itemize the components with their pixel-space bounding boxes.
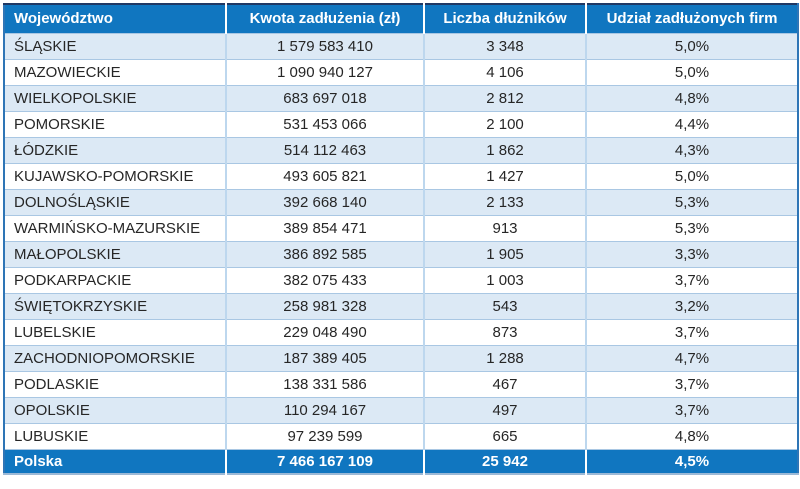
- cell-share: 5,0%: [585, 32, 798, 59]
- table-row: MAŁOPOLSKIE 386 892 585 1 905 3,3%: [4, 240, 798, 267]
- cell-debt: 1 090 940 127: [225, 58, 424, 85]
- column-header-kwota-zadluzenia: Kwota zadłużenia (zł): [225, 4, 424, 33]
- cell-debt: 258 981 328: [225, 292, 424, 319]
- cell-debt: 1 579 583 410: [225, 32, 424, 59]
- table-header: Województwo Kwota zadłużenia (zł) Liczba…: [4, 4, 798, 33]
- cell-share: 3,7%: [585, 370, 798, 397]
- cell-share: 3,7%: [585, 318, 798, 345]
- cell-region: ZACHODNIOPOMORSKIE: [4, 344, 226, 371]
- cell-share: 4,7%: [585, 344, 798, 371]
- table-row: ŚWIĘTOKRZYSKIE 258 981 328 543 3,2%: [4, 292, 798, 319]
- table-row: WIELKOPOLSKIE 683 697 018 2 812 4,8%: [4, 84, 798, 111]
- cell-share: 3,3%: [585, 240, 798, 267]
- cell-share: 4,8%: [585, 422, 798, 449]
- cell-region: MAŁOPOLSKIE: [4, 240, 226, 267]
- table-row: DOLNOŚLĄSKIE 392 668 140 2 133 5,3%: [4, 188, 798, 215]
- cell-debtors: 873: [423, 318, 586, 345]
- cell-region: WARMIŃSKO-MAZURSKIE: [4, 214, 226, 241]
- footer-cell-debt: 7 466 167 109: [225, 448, 424, 474]
- table-row: LUBUSKIE 97 239 599 665 4,8%: [4, 422, 798, 449]
- cell-debtors: 543: [423, 292, 586, 319]
- cell-debtors: 1 427: [423, 162, 586, 189]
- table-row: MAZOWIECKIE 1 090 940 127 4 106 5,0%: [4, 58, 798, 85]
- cell-debt: 187 389 405: [225, 344, 424, 371]
- cell-debtors: 497: [423, 396, 586, 423]
- table-row: LUBELSKIE 229 048 490 873 3,7%: [4, 318, 798, 345]
- cell-region: OPOLSKIE: [4, 396, 226, 423]
- cell-share: 5,0%: [585, 58, 798, 85]
- cell-share: 5,3%: [585, 214, 798, 241]
- table-row: PODLASKIE 138 331 586 467 3,7%: [4, 370, 798, 397]
- cell-debt: 138 331 586: [225, 370, 424, 397]
- cell-region: LUBELSKIE: [4, 318, 226, 345]
- cell-region: WIELKOPOLSKIE: [4, 84, 226, 111]
- cell-share: 4,4%: [585, 110, 798, 137]
- cell-region: ŚWIĘTOKRZYSKIE: [4, 292, 226, 319]
- table-body: ŚLĄSKIE 1 579 583 410 3 348 5,0% MAZOWIECKIE…: [4, 32, 798, 449]
- cell-debt: 382 075 433: [225, 266, 424, 293]
- column-header-wojewodztwo: Województwo: [4, 4, 226, 33]
- cell-share: 4,8%: [585, 84, 798, 111]
- cell-region: POMORSKIE: [4, 110, 226, 137]
- cell-share: 3,7%: [585, 396, 798, 423]
- cell-debt: 493 605 821: [225, 162, 424, 189]
- table-row: ZACHODNIOPOMORSKIE 187 389 405 1 288 4,7%: [4, 344, 798, 371]
- table-row: WARMIŃSKO-MAZURSKIE 389 854 471 913 5,3%: [4, 214, 798, 241]
- cell-debtors: 467: [423, 370, 586, 397]
- table-row: KUJAWSKO-POMORSKIE 493 605 821 1 427 5,0%: [4, 162, 798, 189]
- cell-debtors: 1 905: [423, 240, 586, 267]
- cell-share: 5,0%: [585, 162, 798, 189]
- table-row: POMORSKIE 531 453 066 2 100 4,4%: [4, 110, 798, 137]
- cell-region: DOLNOŚLĄSKIE: [4, 188, 226, 215]
- cell-debtors: 3 348: [423, 32, 586, 59]
- table-row: PODKARPACKIE 382 075 433 1 003 3,7%: [4, 266, 798, 293]
- debt-by-voivodeship-table: Województwo Kwota zadłużenia (zł) Liczba…: [3, 3, 799, 475]
- cell-share: 3,7%: [585, 266, 798, 293]
- cell-debtors: 665: [423, 422, 586, 449]
- column-header-liczba-dluznikow: Liczba dłużników: [423, 4, 586, 33]
- table-row: ŚLĄSKIE 1 579 583 410 3 348 5,0%: [4, 32, 798, 59]
- header-row: Województwo Kwota zadłużenia (zł) Liczba…: [4, 4, 798, 33]
- cell-debt: 514 112 463: [225, 136, 424, 163]
- cell-region: PODKARPACKIE: [4, 266, 226, 293]
- cell-debt: 229 048 490: [225, 318, 424, 345]
- cell-debt: 531 453 066: [225, 110, 424, 137]
- cell-region: KUJAWSKO-POMORSKIE: [4, 162, 226, 189]
- cell-debt: 392 668 140: [225, 188, 424, 215]
- cell-debt: 386 892 585: [225, 240, 424, 267]
- cell-debtors: 1 003: [423, 266, 586, 293]
- cell-region: ŁÓDZKIE: [4, 136, 226, 163]
- cell-debt: 97 239 599: [225, 422, 424, 449]
- cell-debtors: 1 288: [423, 344, 586, 371]
- footer-cell-debtors: 25 942: [423, 448, 586, 474]
- footer-cell-share: 4,5%: [585, 448, 798, 474]
- footer-row-total: Polska 7 466 167 109 25 942 4,5%: [4, 448, 798, 474]
- cell-debt: 683 697 018: [225, 84, 424, 111]
- cell-share: 3,2%: [585, 292, 798, 319]
- cell-debtors: 2 133: [423, 188, 586, 215]
- cell-region: PODLASKIE: [4, 370, 226, 397]
- cell-region: LUBUSKIE: [4, 422, 226, 449]
- cell-share: 4,3%: [585, 136, 798, 163]
- cell-debtors: 2 812: [423, 84, 586, 111]
- cell-debt: 389 854 471: [225, 214, 424, 241]
- cell-debtors: 4 106: [423, 58, 586, 85]
- footer-cell-region: Polska: [4, 448, 226, 474]
- cell-debt: 110 294 167: [225, 396, 424, 423]
- cell-debtors: 1 862: [423, 136, 586, 163]
- cell-debtors: 913: [423, 214, 586, 241]
- column-header-udzial-zadluzonych-firm: Udział zadłużonych firm: [585, 4, 798, 33]
- table-row: OPOLSKIE 110 294 167 497 3,7%: [4, 396, 798, 423]
- table-footer: Polska 7 466 167 109 25 942 4,5%: [4, 448, 798, 474]
- cell-region: MAZOWIECKIE: [4, 58, 226, 85]
- cell-debtors: 2 100: [423, 110, 586, 137]
- cell-region: ŚLĄSKIE: [4, 32, 226, 59]
- cell-share: 5,3%: [585, 188, 798, 215]
- table-row: ŁÓDZKIE 514 112 463 1 862 4,3%: [4, 136, 798, 163]
